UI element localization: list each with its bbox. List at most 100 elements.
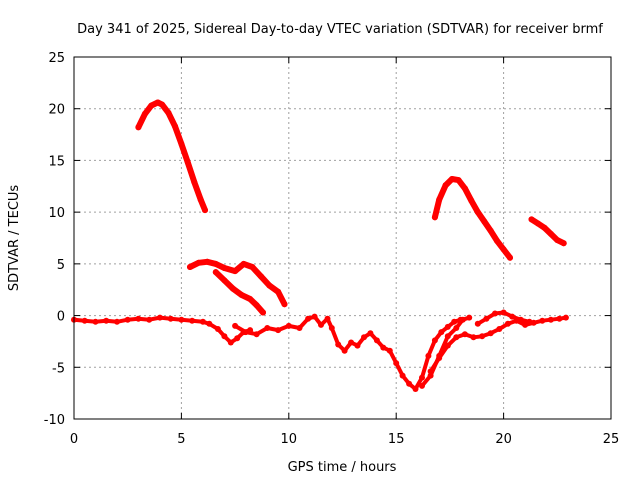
- data-point: [399, 372, 406, 379]
- data-point: [202, 207, 208, 214]
- data-series-layer: [71, 99, 569, 392]
- data-point: [214, 326, 221, 332]
- data-point: [178, 316, 185, 323]
- data-point: [453, 325, 460, 331]
- data-point: [474, 209, 481, 216]
- data-point: [348, 339, 355, 346]
- data-point: [431, 214, 438, 221]
- data-point: [184, 159, 191, 166]
- data-point: [481, 218, 488, 225]
- data-point: [238, 291, 245, 298]
- data-point: [487, 227, 494, 234]
- data-point: [81, 317, 88, 324]
- data-point: [195, 259, 202, 266]
- data-point: [212, 269, 219, 276]
- data-point: [560, 240, 567, 247]
- data-point: [427, 372, 434, 379]
- data-point: [232, 322, 239, 329]
- data-point: [517, 316, 524, 323]
- data-point: [257, 273, 264, 280]
- data-point: [496, 326, 503, 332]
- data-point: [526, 318, 533, 325]
- y-tick-label: 10: [48, 206, 65, 221]
- data-point: [191, 179, 198, 186]
- data-point: [148, 102, 155, 109]
- data-point: [165, 109, 172, 116]
- data-point: [156, 314, 163, 321]
- data-point: [124, 316, 131, 323]
- data-point: [547, 230, 554, 237]
- data-point: [419, 374, 425, 381]
- data-point: [281, 301, 288, 308]
- data-point: [494, 238, 501, 245]
- data-point: [500, 309, 507, 316]
- y-tick-label: 5: [57, 258, 65, 273]
- data-point: [412, 386, 419, 392]
- y-axis-title: SDTVAR / TECUs: [7, 185, 22, 292]
- data-point: [466, 314, 473, 321]
- y-tick-label: 0: [57, 310, 65, 325]
- data-point: [240, 260, 247, 267]
- data-point: [253, 302, 260, 309]
- data-point: [470, 334, 477, 341]
- x-tick-label: 15: [388, 432, 405, 447]
- data-point: [247, 296, 254, 302]
- data-point: [459, 316, 466, 323]
- data-point: [135, 315, 142, 322]
- data-point: [474, 320, 481, 327]
- grid-layer: [74, 57, 611, 419]
- data-point: [436, 352, 443, 359]
- data-point: [461, 331, 468, 338]
- data-point: [187, 264, 193, 270]
- data-point: [436, 196, 443, 203]
- data-point: [221, 265, 228, 271]
- data-point: [135, 124, 142, 131]
- data-point: [324, 315, 331, 322]
- data-point: [451, 318, 458, 325]
- data-point: [442, 182, 449, 189]
- data-point: [393, 360, 400, 367]
- x-tick-label: 20: [495, 432, 512, 447]
- data-point: [504, 320, 511, 327]
- data-point: [556, 315, 563, 322]
- data-point: [453, 334, 460, 341]
- data-point: [479, 333, 486, 340]
- data-point: [296, 325, 303, 331]
- data-point: [227, 339, 234, 346]
- data-point: [380, 344, 387, 351]
- x-tick-label: 5: [177, 432, 185, 447]
- data-point: [242, 329, 249, 336]
- data-point: [373, 337, 380, 344]
- chart-title: Day 341 of 2025, Sidereal Day-to-day VTE…: [77, 22, 603, 37]
- x-tick-label: 25: [603, 432, 620, 447]
- data-point: [311, 313, 318, 320]
- data-point: [562, 314, 569, 321]
- plot-frame: [73, 56, 612, 420]
- data-point: [431, 337, 438, 344]
- data-point: [141, 110, 148, 117]
- data-point: [539, 317, 546, 324]
- data-point: [554, 237, 561, 244]
- data-point: [172, 123, 178, 130]
- data-point: [483, 315, 490, 322]
- data-point: [221, 333, 228, 340]
- data-point: [199, 318, 206, 325]
- data-point: [264, 325, 271, 331]
- data-point: [487, 330, 494, 337]
- data-point: [406, 380, 413, 387]
- data-point: [468, 197, 475, 204]
- data-point: [221, 277, 228, 284]
- data-point: [455, 177, 462, 184]
- data-point: [509, 313, 516, 320]
- data-point: [354, 342, 361, 349]
- y-tick-label: 20: [48, 103, 65, 118]
- data-point: [197, 196, 204, 203]
- x-tick-label: 0: [70, 432, 78, 447]
- data-point: [249, 264, 256, 270]
- data-point: [425, 352, 432, 359]
- data-point: [419, 382, 425, 389]
- data-point: [335, 341, 342, 348]
- data-point: [547, 316, 554, 323]
- data-point: [361, 334, 367, 341]
- data-point: [522, 321, 529, 328]
